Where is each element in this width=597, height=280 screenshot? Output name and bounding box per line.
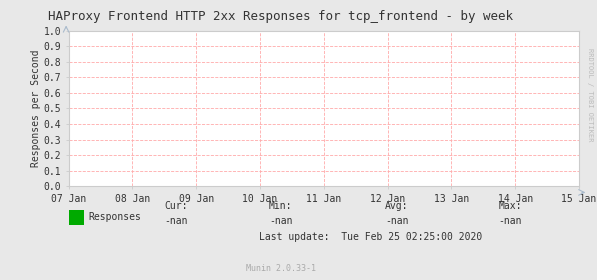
Text: RRDTOOL / TOBI OETIKER: RRDTOOL / TOBI OETIKER — [587, 48, 593, 142]
Text: Max:: Max: — [498, 201, 522, 211]
Text: Min:: Min: — [269, 201, 293, 211]
Text: Avg:: Avg: — [385, 201, 409, 211]
Text: HAProxy Frontend HTTP 2xx Responses for tcp_frontend - by week: HAProxy Frontend HTTP 2xx Responses for … — [48, 10, 513, 23]
Y-axis label: Responses per Second: Responses per Second — [30, 50, 41, 167]
Text: Cur:: Cur: — [164, 201, 188, 211]
Text: Munin 2.0.33-1: Munin 2.0.33-1 — [245, 264, 316, 273]
Text: -nan: -nan — [385, 216, 409, 226]
Text: -nan: -nan — [269, 216, 293, 226]
Text: -nan: -nan — [498, 216, 522, 226]
Text: Responses: Responses — [88, 212, 141, 222]
Text: Last update:  Tue Feb 25 02:25:00 2020: Last update: Tue Feb 25 02:25:00 2020 — [259, 232, 482, 242]
Text: -nan: -nan — [164, 216, 188, 226]
